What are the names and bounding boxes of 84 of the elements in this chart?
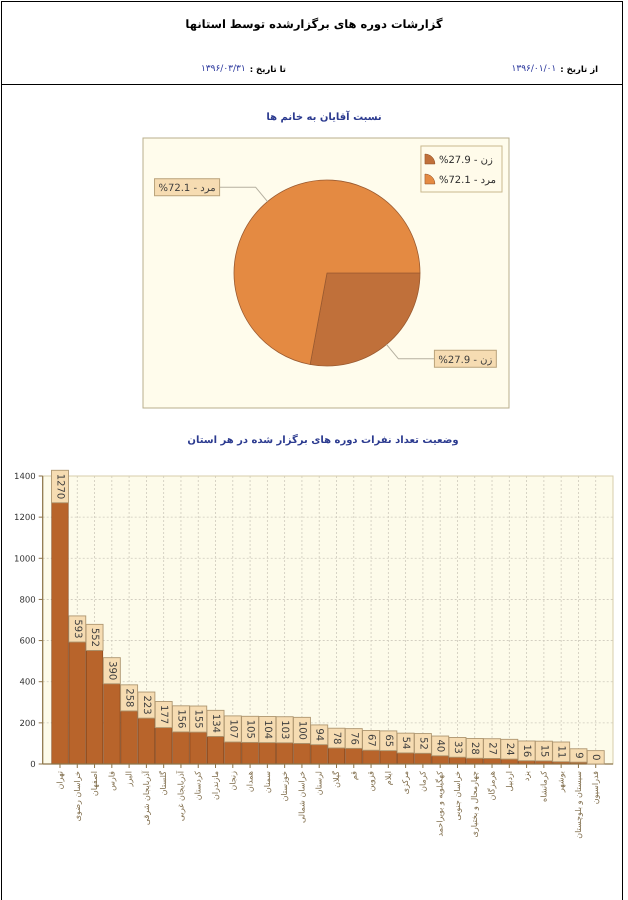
x-tick-label: سیستان و بلوچستان <box>574 770 583 839</box>
data-label: 33 <box>452 740 463 754</box>
x-tick-label: چهارمحال و بختیاری <box>470 770 480 838</box>
x-tick-label: آذربایجان غربی <box>175 770 186 822</box>
data-label: 107 <box>227 719 238 738</box>
data-label: 76 <box>348 732 360 745</box>
y-tick-label: 200 <box>19 718 36 729</box>
text: از تاریخ : <box>560 65 598 75</box>
x-tick-label: خراسان رضوی <box>72 770 82 822</box>
chart-title: نسبت آقایان به خانم ها <box>266 110 382 123</box>
data-label: 40 <box>434 740 446 752</box>
data-label: 52 <box>417 737 428 750</box>
data-label: 16 <box>521 744 532 758</box>
x-tick-label: اردبیل <box>504 771 514 792</box>
x-tick-label: لرستان <box>314 771 324 796</box>
x-tick-label: فدراسیون <box>591 770 600 804</box>
text: تا تاریخ : <box>250 65 286 75</box>
x-tick-label: ایلام <box>384 771 393 786</box>
data-label: 177 <box>158 704 170 724</box>
data-label: 134 <box>210 714 222 733</box>
y-tick-label: 600 <box>19 636 36 647</box>
data-label: 11 <box>556 746 567 758</box>
data-label: 155 <box>192 710 204 729</box>
text: ۱۳۹۶/۰۱/۰۱ <box>512 64 556 74</box>
x-tick-label: هرمزگان <box>486 771 497 800</box>
legend-label: %27.9 - زن <box>438 155 494 166</box>
data-label: 54 <box>400 736 412 750</box>
data-label: 100 <box>296 720 308 740</box>
x-tick-label: کرمان <box>418 770 428 792</box>
data-label: 9 <box>572 752 584 759</box>
chart-title: وضعیت تعداد نفرات دوره های برگزار شده در هر استان <box>187 433 459 446</box>
x-tick-label: کردستان <box>194 770 203 800</box>
x-tick-label: کرمانشاه <box>539 770 548 802</box>
data-label: 28 <box>469 742 480 755</box>
x-tick-label: خراسان جنوبی <box>452 770 462 821</box>
x-tick-label: قزوین <box>366 770 376 792</box>
x-tick-label: البرز <box>124 771 134 788</box>
data-label: 15 <box>538 744 550 758</box>
x-tick-label: فارس <box>107 770 116 791</box>
y-tick-label: 800 <box>19 595 36 606</box>
data-label: 27 <box>486 742 498 755</box>
x-tick-label: کهگیلویه و بویراحمد <box>434 770 445 837</box>
data-label: 390 <box>106 661 118 680</box>
y-tick-label: 0 <box>30 760 36 770</box>
data-label: 0 <box>590 754 602 760</box>
data-label: 223 <box>140 696 152 715</box>
data-label: 552 <box>89 628 100 647</box>
data-label: %27.9 - زن <box>438 354 492 366</box>
data-label: 156 <box>175 709 186 728</box>
x-tick-label: یزد <box>522 771 532 782</box>
x-tick-label: مازندران <box>211 771 220 800</box>
data-label: 103 <box>279 720 290 740</box>
data-label: %72.1 - مرد <box>158 183 216 194</box>
x-tick-label: بوشهر <box>556 771 566 794</box>
y-tick-label: 1200 <box>14 513 36 524</box>
data-label: 593 <box>72 619 83 639</box>
x-tick-label: قم <box>349 770 358 780</box>
data-label: 65 <box>382 734 394 748</box>
x-tick-label: همدان <box>246 771 255 792</box>
x-tick-label: تهران <box>55 771 64 790</box>
x-tick-label: گیلان <box>330 770 341 788</box>
data-label: 78 <box>330 732 342 744</box>
data-label: 67 <box>366 734 377 747</box>
y-tick-label: 1400 <box>14 472 36 482</box>
x-tick-label: مرکزی <box>401 771 410 794</box>
x-tick-label: خراسان شمالی <box>297 770 306 824</box>
data-label: 258 <box>124 688 135 708</box>
legend-label: %72.1 - مرد <box>438 175 496 186</box>
x-tick-label: خوزستان <box>280 770 290 802</box>
text: گزارشات دوره های برگزارشده توسط استانها <box>185 17 443 31</box>
data-label: 105 <box>244 720 256 739</box>
data-label: 94 <box>314 728 325 742</box>
data-label: 104 <box>262 720 273 740</box>
data-label: 1270 <box>54 474 66 500</box>
x-tick-label: زنجان <box>228 770 238 791</box>
pie-slice <box>234 180 420 365</box>
y-tick-label: 400 <box>19 678 36 688</box>
data-label: 24 <box>504 742 515 756</box>
y-tick-label: 1000 <box>14 554 36 564</box>
text: ۱۳۹۶/۰۳/۳۱ <box>200 64 246 74</box>
x-tick-label: گلستان <box>158 770 168 796</box>
x-tick-label: آذربایجان شرقی <box>140 770 151 826</box>
x-tick-label: سمنان <box>262 770 272 794</box>
x-tick-label: اصفهان <box>90 771 100 796</box>
